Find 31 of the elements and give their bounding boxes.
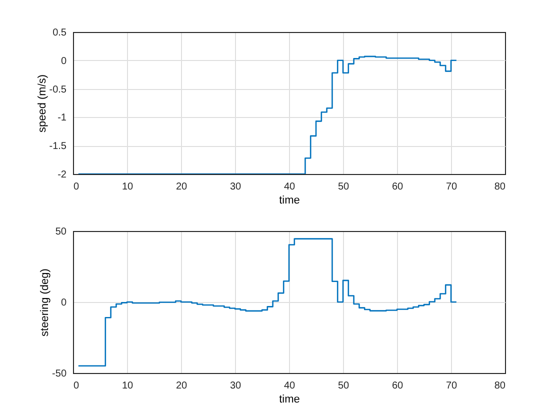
y-tick-label: 0 [60,56,67,67]
x-tick-label: 80 [494,182,506,192]
x-tick-label: 40 [284,182,296,192]
y-axis-title: speed (m/s) [36,74,48,133]
x-tick-label: 60 [392,380,404,392]
y-tick-label: -1 [58,112,67,124]
x-tick-label: 20 [176,182,188,192]
y-tick-label: -50 [52,368,67,380]
x-axis-title: time [279,194,300,206]
x-tick-label: 30 [230,182,242,192]
x-tick-label: 20 [176,380,188,392]
x-tick-label: 40 [284,380,296,392]
x-tick-label: 10 [122,380,134,392]
y-tick-label: -1.5 [49,141,67,152]
y-tick-label: 50 [55,226,67,238]
x-tick-label: 50 [338,380,350,392]
y-axis-title: steering (deg) [39,268,52,336]
x-tick-label: 60 [392,182,404,192]
x-tick-label: 50 [338,182,350,192]
y-tick-label: 0.5 [52,28,67,38]
x-tick-label: 30 [230,380,242,392]
x-tick-label: 70 [446,380,458,392]
y-tick-label: -0.5 [49,84,67,96]
x-tick-label: 0 [74,182,80,192]
y-tick-label: 0 [60,298,67,308]
x-tick-label: 0 [74,380,80,392]
x-axis-title: time [279,394,300,406]
x-tick-label: 10 [122,182,134,192]
x-tick-label: 80 [494,380,506,392]
x-tick-label: 70 [446,182,458,192]
y-tick-label: -2 [58,170,67,180]
